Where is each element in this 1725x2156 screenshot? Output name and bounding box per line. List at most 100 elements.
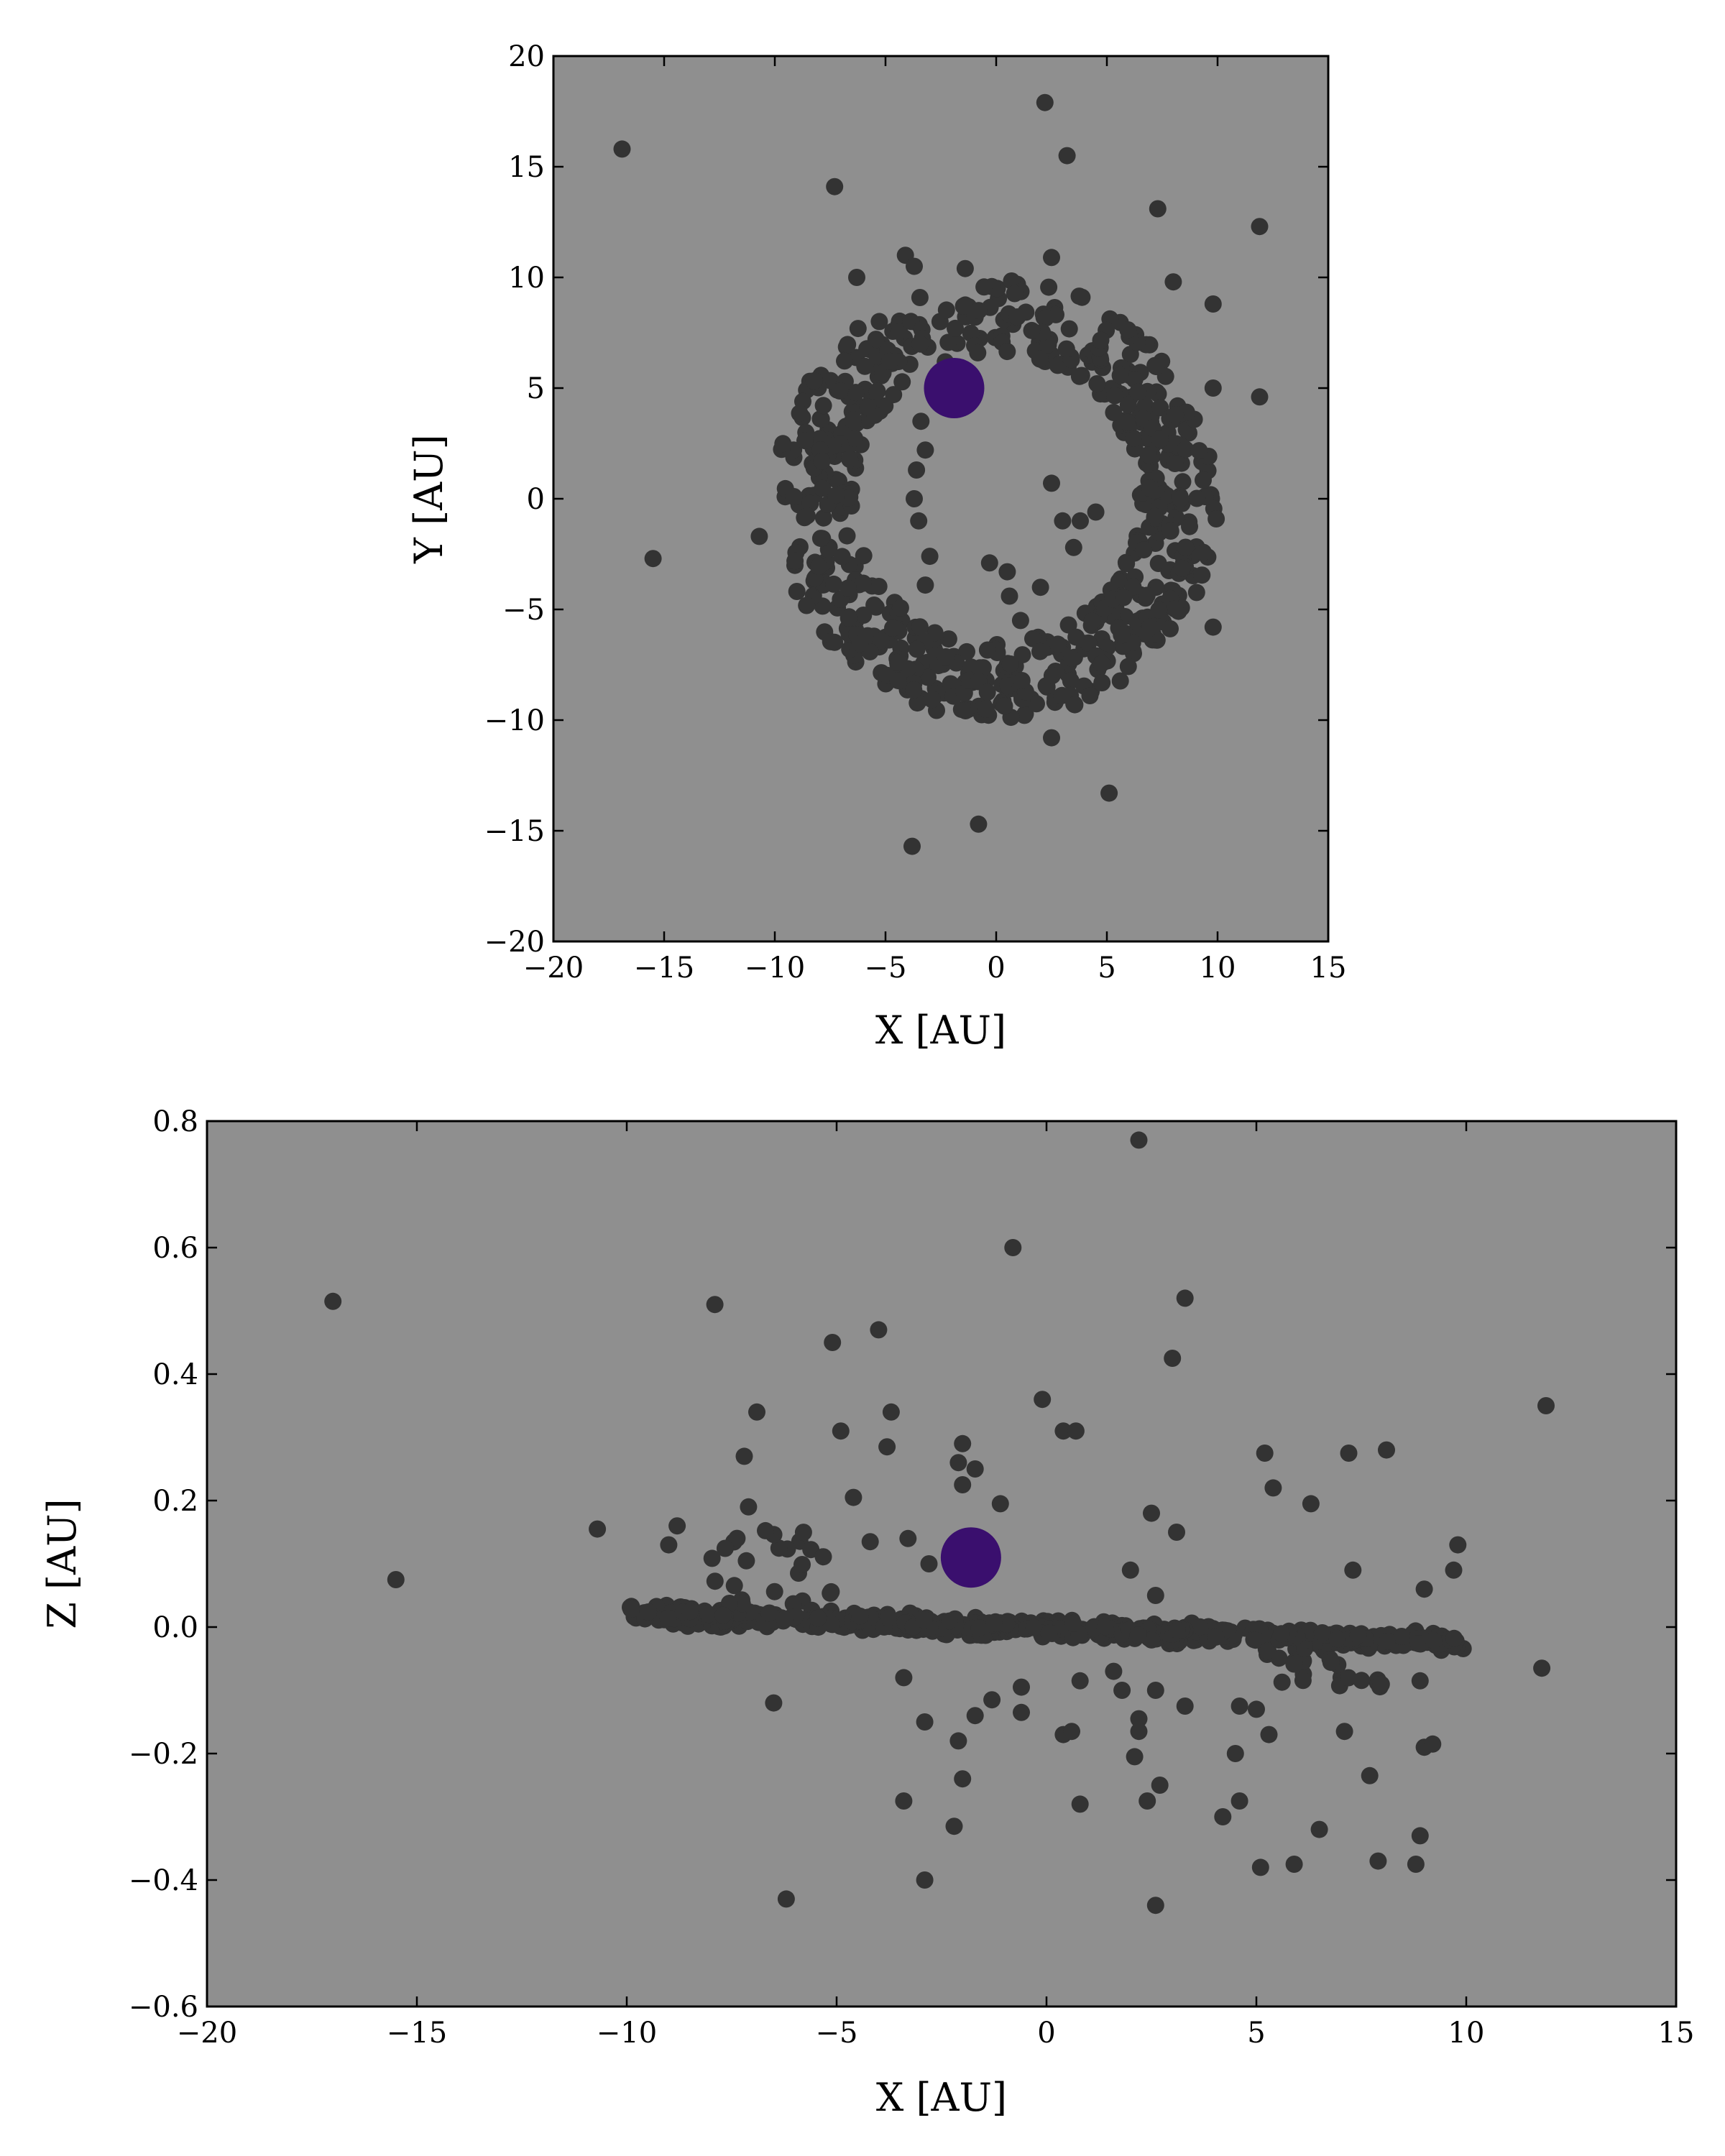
particle-point [921,548,939,566]
particle-point [794,1556,811,1573]
particle-point [905,681,923,699]
particle-point [1191,1618,1209,1636]
particle-point [1378,1633,1396,1650]
particle-point [1407,1856,1425,1873]
particle-point [1445,1629,1463,1647]
particle-point [893,373,911,391]
particle-point [1168,1621,1186,1639]
particle-point [1008,308,1026,326]
particle-point [870,313,888,331]
xy-axis-ticks: −20 −15 −10 −5 0 5 10 15 −20 −15 −10 −5 0 5 10 15 20 [484,40,1347,985]
particle-point [895,1792,913,1810]
xz-x-tick-label: −20 [177,2017,237,2050]
xy-y-tick-label: −5 [502,594,545,627]
particle-point [911,335,929,353]
particle-point [1537,1397,1555,1414]
particle-point [644,550,662,568]
xz-y-tick-label: −0.2 [129,1738,198,1771]
particle-point [814,509,832,527]
particle-point [1166,600,1184,618]
particle-point [1166,455,1184,472]
particle-point [906,257,923,275]
particle-point [1040,1624,1058,1642]
particle-point [1353,1672,1371,1690]
particle-point [1066,696,1084,714]
particle-point [859,398,877,416]
particle-point [1092,331,1110,349]
particle-point [1028,695,1045,713]
xz-y-tick-label: 0.2 [152,1485,198,1518]
particle-point [822,1583,840,1600]
particle-point [958,642,975,660]
particle-point [1310,1820,1328,1838]
particle-point [1230,1697,1248,1715]
xy-scatter-plot: −20 −15 −10 −5 0 5 10 15 −20 −15 −10 −5 0 5 10 15 20 X [… [406,40,1346,1053]
particle-point [848,269,865,286]
particle-point [1054,512,1072,530]
particle-point [969,344,987,361]
xz-y-axis-label: Z [AU] [40,1498,85,1628]
particle-point [1073,288,1091,306]
particle-point [811,530,829,548]
particle-point [906,490,923,507]
particle-point [872,632,890,650]
particle-point [1149,200,1167,218]
particle-point [1260,1726,1278,1743]
particle-point [1361,1766,1379,1784]
xy-x-tick-label: −5 [865,952,907,985]
particle-point [1177,441,1195,459]
particle-point [954,1770,972,1788]
particle-point [1204,379,1222,397]
particle-point [1138,586,1156,604]
particle-point [1067,1422,1085,1440]
particle-point [910,512,928,530]
particle-point [640,1603,658,1621]
xy-y-axis-label: Y [AU] [406,434,451,563]
particle-point [613,140,631,158]
particle-point [977,701,995,718]
particle-point [1187,584,1205,602]
particle-point [1190,442,1208,460]
xy-x-axis-label: X [AU] [875,1008,1006,1053]
particle-point [1058,147,1076,165]
particle-point [1113,626,1131,644]
particle-point [827,487,845,505]
particle-point [947,319,964,337]
xy-y-tick-label: −15 [484,815,545,848]
particle-point [998,563,1016,581]
particle-point [1176,1697,1194,1715]
particle-point [1369,1852,1387,1870]
particle-point [1111,672,1129,690]
particle-point [1130,1710,1148,1728]
particle-point [1031,350,1049,368]
particle-point [1129,1626,1147,1644]
particle-point [954,1434,972,1452]
xy-x-tick-label: 10 [1200,952,1236,985]
xy-y-tick-label: 0 [527,483,545,516]
particle-point [916,576,934,594]
particle-point [1031,642,1049,660]
particle-point [1259,1642,1277,1660]
xz-x-tick-label: 0 [1037,2017,1055,2050]
particle-point [1424,1735,1442,1753]
particle-point [836,352,853,370]
particle-point [1067,628,1085,646]
particle-point [920,1555,938,1572]
particle-point [737,1552,755,1570]
particle-point [956,259,974,277]
particle-point [1335,1723,1353,1741]
particle-point [1121,1561,1139,1579]
particle-point [833,548,851,566]
particle-point [1248,1700,1265,1718]
particle-point [1195,471,1212,489]
xz-x-tick-label: −15 [387,2017,447,2050]
particle-point [1172,489,1190,507]
xz-plot-frame [206,1120,1678,2008]
particle-point [1146,1682,1164,1699]
particle-point [1062,672,1080,690]
particle-point [760,1604,778,1622]
particle-point [1025,1618,1043,1636]
xy-planet-marker [924,358,985,418]
particle-point [1013,1703,1030,1721]
particle-point [1057,340,1075,358]
